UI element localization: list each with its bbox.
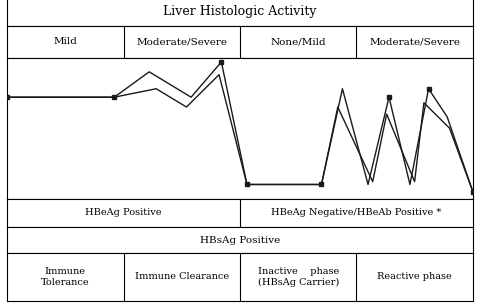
Text: Reactive phase: Reactive phase [377,272,452,282]
Text: Mild: Mild [53,37,77,46]
Text: Moderate/Severe: Moderate/Severe [369,37,460,46]
Text: Moderate/Severe: Moderate/Severe [136,37,228,46]
Text: Inactive    phase
(HBsAg Carrier): Inactive phase (HBsAg Carrier) [258,267,339,287]
Text: None/Mild: None/Mild [270,37,326,46]
Text: Immune
Tolerance: Immune Tolerance [41,267,90,287]
Text: Immune Clearance: Immune Clearance [135,272,229,282]
Text: HBsAg Positive: HBsAg Positive [200,236,280,245]
Text: Liver Histologic Activity: Liver Histologic Activity [163,5,317,18]
Text: HBeAg Positive: HBeAg Positive [85,209,162,217]
Text: HBeAg Negative/HBeAb Positive *: HBeAg Negative/HBeAb Positive * [271,209,442,217]
